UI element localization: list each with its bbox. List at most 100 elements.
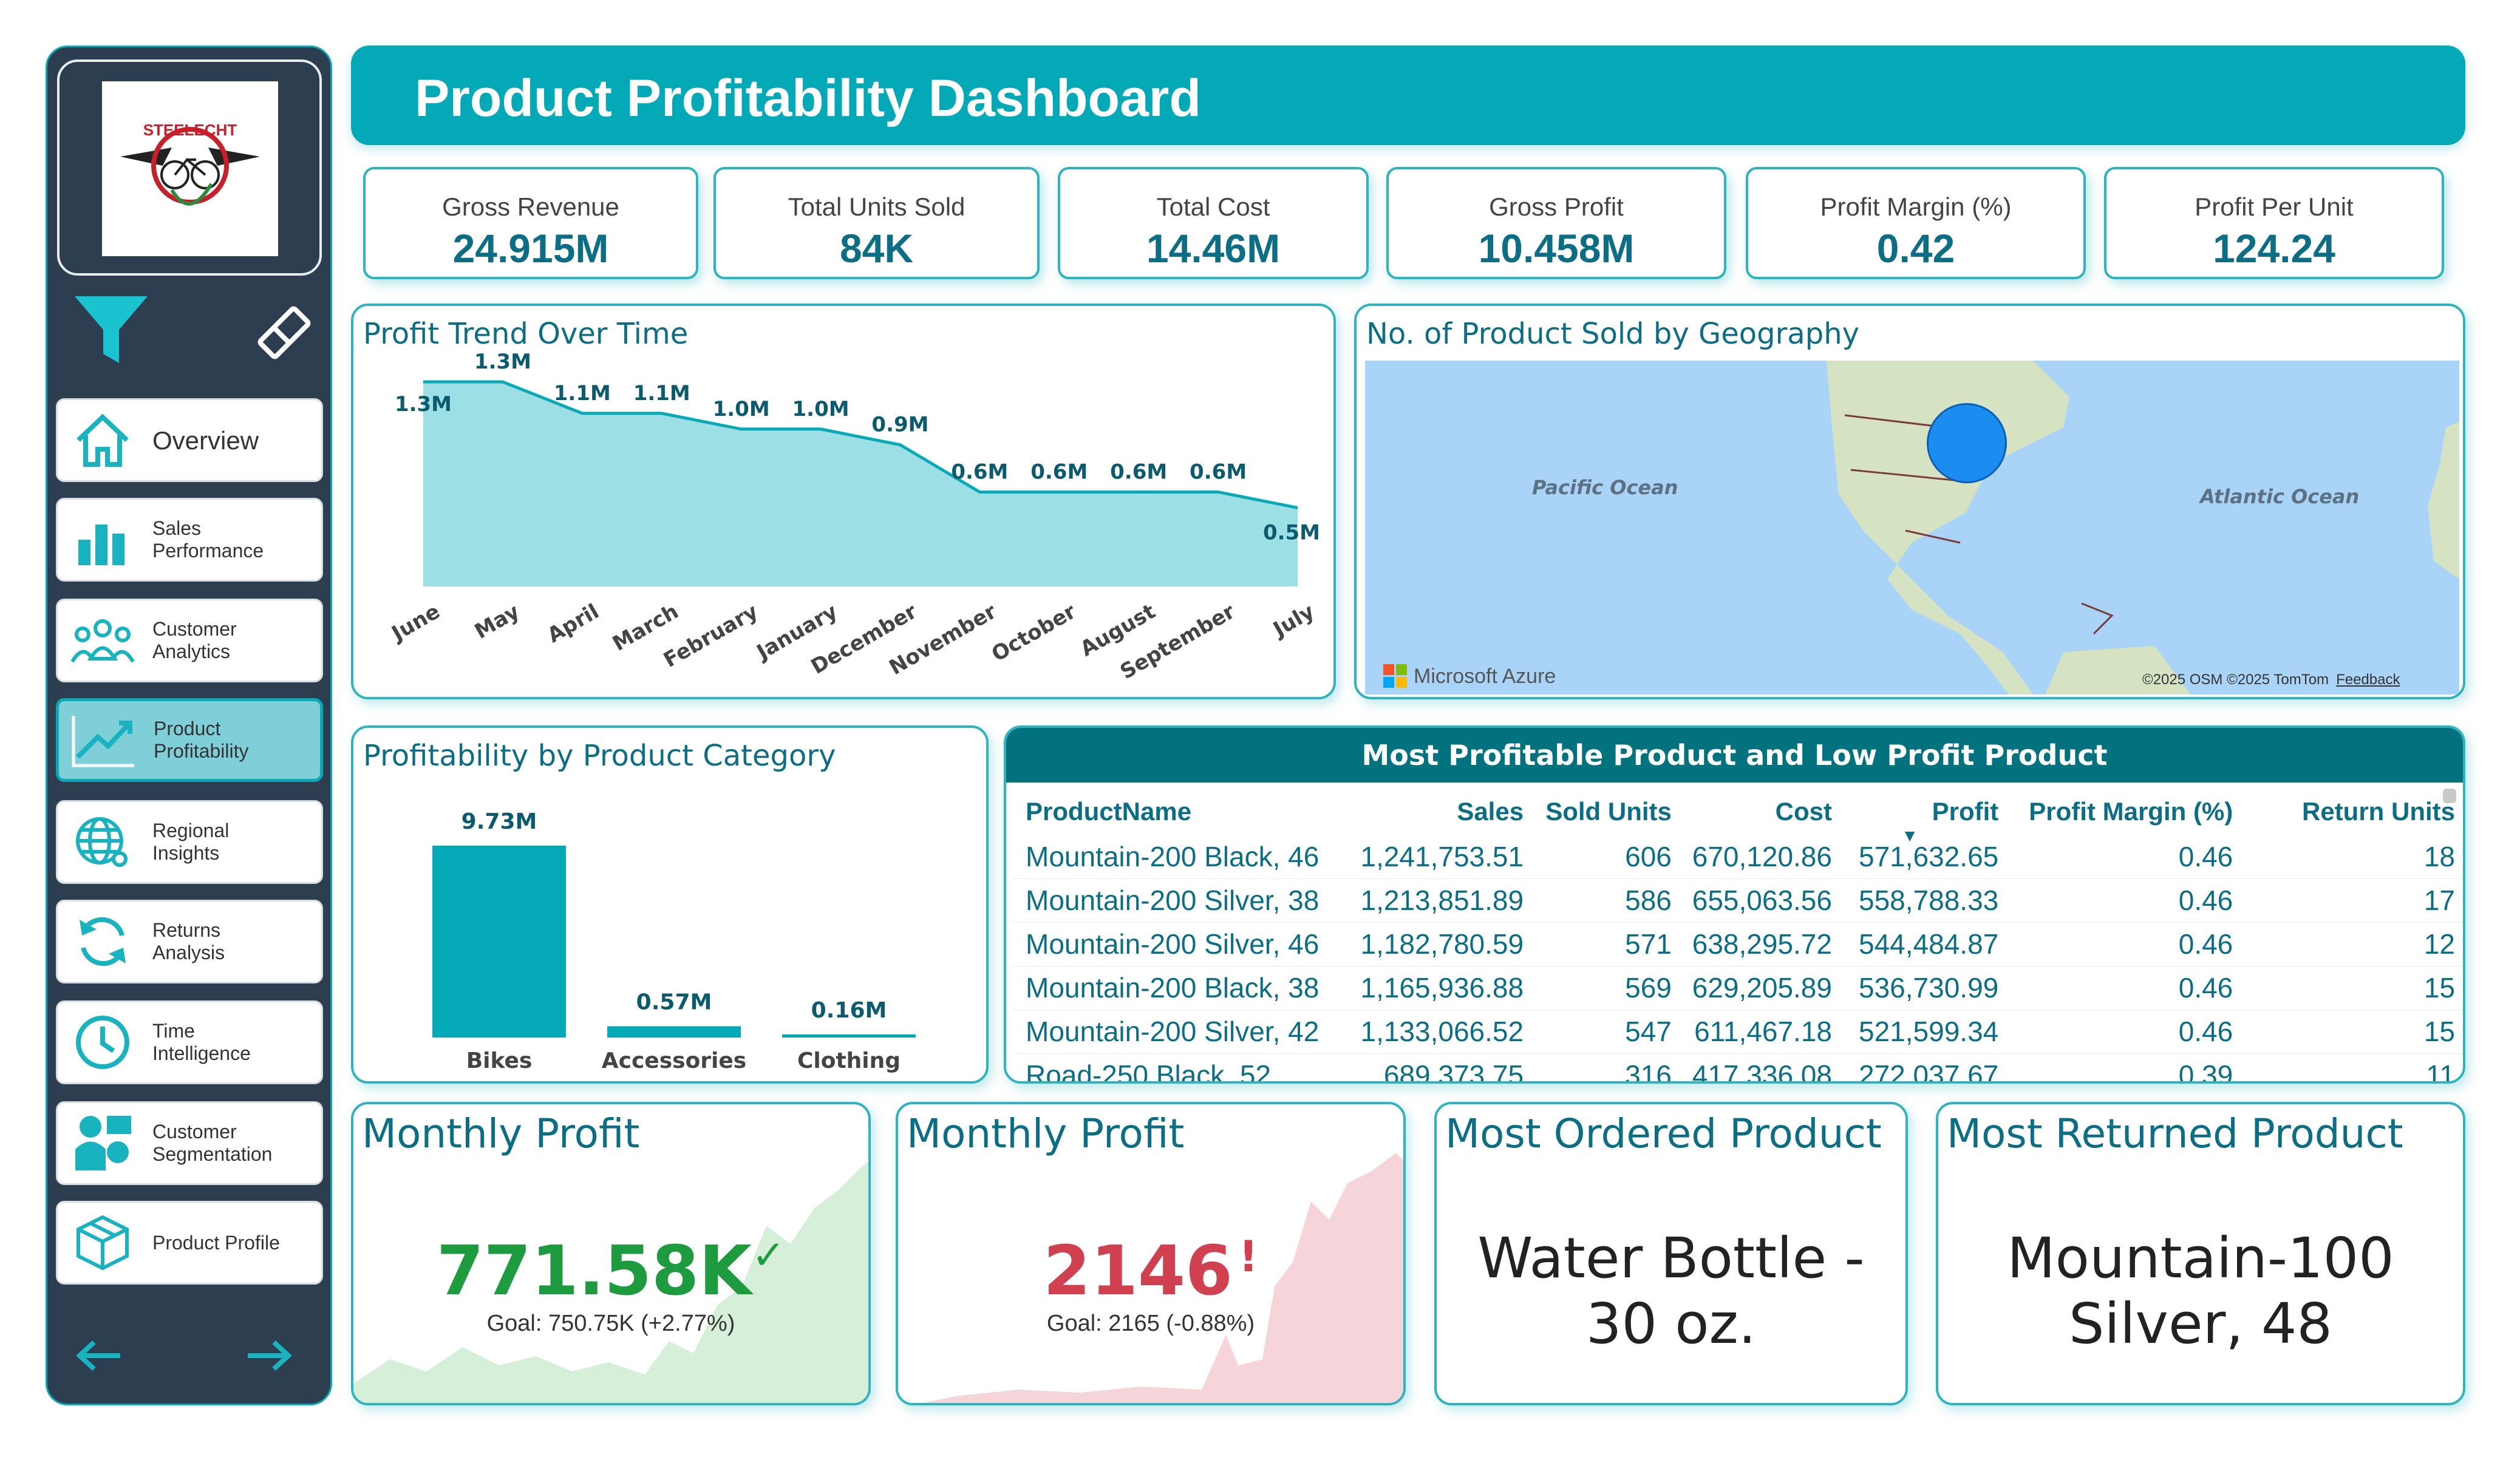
table-cell: Mountain-200 Silver, 46 xyxy=(1012,922,1358,966)
trend-data-label: 1.3M xyxy=(395,392,452,416)
pacific-ocean-label: Pacific Ocean xyxy=(1532,476,1678,499)
trend-data-label: 0.6M xyxy=(1190,460,1247,484)
table-cell: 15 xyxy=(2247,966,2463,1010)
trend-data-label: 0.6M xyxy=(1030,460,1088,484)
category-bar[interactable] xyxy=(782,1034,916,1038)
kpi-label: Profit Margin (%) xyxy=(1820,192,2012,221)
card-title: Monthly Profit xyxy=(362,1110,640,1157)
nav-returns-analysis[interactable]: Returns Analysis xyxy=(56,900,323,983)
kpi-value: 10.458M xyxy=(1478,226,1635,271)
nav-customer-analytics[interactable]: Customer Analytics xyxy=(56,599,323,682)
table-cell: Mountain-200 Black, 38 xyxy=(1012,966,1358,1010)
nav-label: Product Profile xyxy=(152,1231,280,1254)
table-cell: 521,599.34 xyxy=(1846,1010,2014,1054)
kpi-value: 124.24 xyxy=(2213,226,2335,271)
table-row[interactable]: Mountain-200 Silver, 38 1,213,851.89 586 65… xyxy=(1012,878,2463,923)
column-header[interactable]: ProductName xyxy=(1026,797,1192,826)
product-table-card: Most Profitable Product and Low Profit P… xyxy=(1004,725,2465,1084)
trend-area xyxy=(423,382,1298,586)
column-header[interactable]: Profit Margin (%) xyxy=(2029,797,2233,826)
category-data-label: 0.57M xyxy=(636,990,712,1014)
table-row[interactable]: Road-250 Black, 52 689,373.75 316 417,336.0… xyxy=(1012,1053,2463,1081)
category-bar[interactable] xyxy=(432,845,566,1038)
table-cell: 15 xyxy=(2247,1010,2463,1054)
kpi-label: Gross Revenue xyxy=(442,192,619,221)
forward-arrow-icon[interactable] xyxy=(245,1337,293,1376)
logo-text: STEELECHT xyxy=(143,121,237,139)
product-table: ProductName Sales Sold Units Cost Profit ▼ Pro… xyxy=(1012,789,2463,1081)
kpi-value: 14.46M xyxy=(1146,226,1281,271)
segmentation-icon xyxy=(66,1107,139,1180)
table-cell: 0.46 xyxy=(2013,1010,2248,1054)
nav-regional-insights[interactable]: Regional Insights xyxy=(56,800,323,884)
bar-chart-icon xyxy=(66,503,139,576)
table-row[interactable]: Mountain-200 Black, 46 1,241,753.51 606 670… xyxy=(1012,835,2463,879)
column-header[interactable]: Sales xyxy=(1457,797,1524,826)
category-tick-label: Accessories xyxy=(602,1048,746,1073)
trend-data-label: 0.9M xyxy=(871,413,928,437)
map-attribution: ©2025 OSM ©2025 TomTom Feedback xyxy=(2142,671,2400,688)
nav-customer-segmentation[interactable]: Customer Segmentation xyxy=(56,1101,323,1185)
table-cell: 670,120.86 xyxy=(1686,835,1847,879)
kpi-value: 24.915M xyxy=(452,226,609,271)
most-returned-card: Most Returned Product Mountain-100 Silve… xyxy=(1936,1102,2465,1405)
refresh-icon xyxy=(66,905,139,978)
table-cell: 586 xyxy=(1538,878,1686,923)
table-cell: 18 xyxy=(2247,835,2463,879)
sort-desc-icon[interactable]: ▼ xyxy=(1901,826,1918,845)
table-cell: 544,484.87 xyxy=(1846,922,2014,966)
kpi-label: Gross Profit xyxy=(1489,192,1624,221)
trend-data-label: 1.3M xyxy=(474,350,531,374)
table-cell: 0.46 xyxy=(2013,922,2248,966)
nav-product-profitability[interactable]: Product Profitability xyxy=(56,698,323,782)
category-data-label: 9.73M xyxy=(461,809,537,834)
globe-icon xyxy=(66,806,139,878)
category-tick-label: Clothing xyxy=(797,1048,901,1073)
eraser-icon[interactable] xyxy=(254,302,315,365)
table-cell: 1,182,780.59 xyxy=(1357,922,1539,966)
table-cell: 547 xyxy=(1538,1010,1686,1054)
trend-data-label: 1.1M xyxy=(554,381,611,406)
chart-title: Profitability by Product Category xyxy=(363,739,836,773)
map-canvas[interactable]: Pacific Ocean Atlantic Ocean Microsoft A… xyxy=(1365,361,2459,695)
category-bar[interactable] xyxy=(607,1026,741,1038)
goal-text: Goal: 750.75K (+2.77%) xyxy=(486,1311,735,1336)
column-header[interactable]: Return Units xyxy=(2302,797,2455,826)
trend-tick-label: July xyxy=(1269,599,1319,642)
table-row[interactable]: Mountain-200 Black, 38 1,165,936.88 569 629… xyxy=(1012,966,2463,1010)
logo-frame: STEELECHT xyxy=(57,59,322,276)
table-cell: 1,241,753.51 xyxy=(1357,835,1539,879)
table-row[interactable]: Mountain-200 Silver, 42 1,133,066.52 547 61… xyxy=(1012,1010,2463,1054)
table-cell: 1,165,936.88 xyxy=(1357,966,1539,1010)
nav-label: Regional Insights xyxy=(152,820,230,864)
monthly-profit-value-row: 2146! xyxy=(898,1232,1403,1311)
home-icon xyxy=(66,404,139,477)
nav-product-profile[interactable]: Product Profile xyxy=(56,1201,323,1285)
table-row[interactable]: Mountain-200 Silver, 46 1,182,780.59 571 63… xyxy=(1012,922,2463,966)
table-scrollbar[interactable] xyxy=(2443,789,2456,803)
nav-overview[interactable]: Overview xyxy=(56,398,323,482)
map-feedback-link[interactable]: Feedback xyxy=(2336,671,2400,688)
trend-tick-label: April xyxy=(543,599,604,648)
table-cell: 606 xyxy=(1538,835,1686,879)
clock-icon xyxy=(66,1006,139,1079)
trend-data-label: 0.5M xyxy=(1263,520,1320,545)
column-header[interactable]: Cost xyxy=(1775,797,1832,826)
warning-icon: ! xyxy=(1238,1232,1258,1282)
profit-trend-chart: 1.3MJune1.3MMay1.1MApril1.1MMarch1.0MFeb… xyxy=(387,350,1320,684)
map-bubble-usa[interactable] xyxy=(1927,403,2007,483)
kpi-profit-margin: Profit Margin (%) 0.42 xyxy=(1746,167,2086,279)
column-header[interactable]: Profit ▼ xyxy=(1901,797,1999,845)
back-arrow-icon[interactable] xyxy=(75,1337,123,1376)
filter-icon[interactable] xyxy=(72,293,151,368)
goal-text: Goal: 2165 (-0.88%) xyxy=(1046,1311,1255,1336)
trend-tick-label: May xyxy=(471,599,523,644)
nav-sales-performance[interactable]: Sales Performance xyxy=(56,498,323,582)
page-header: Product Profitability Dashboard xyxy=(351,46,2465,145)
chart-title: No. of Product Sold by Geography xyxy=(1366,317,1860,351)
nav-time-intelligence[interactable]: Time Intelligence xyxy=(56,1000,323,1084)
table-cell: 0.46 xyxy=(2013,835,2248,879)
column-header[interactable]: Sold Units xyxy=(1545,797,1672,826)
category-bar-chart: 9.73M Bikes 0.57M Accessories 0.16M Clothing xyxy=(432,809,916,1073)
kpi-label: Total Units Sold xyxy=(788,192,965,221)
